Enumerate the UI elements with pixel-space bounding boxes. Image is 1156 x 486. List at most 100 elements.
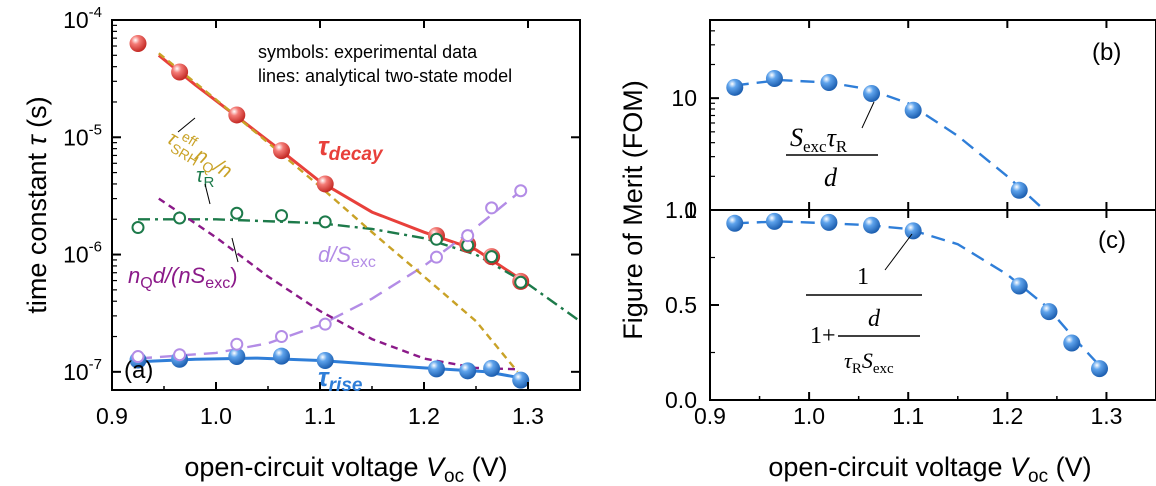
data-point-a-0-2: [228, 106, 246, 124]
panel-label-c: (c): [1098, 227, 1126, 254]
data-point-a-2-5: [429, 232, 443, 246]
data-point-a-2-4: [318, 215, 332, 229]
leader-nq: [231, 237, 239, 263]
data-point-a-2-8: [514, 275, 528, 289]
y-tick-label-b-bottom: 1.0: [665, 197, 697, 223]
data-point-a-3-0: [131, 350, 145, 364]
y-tick-label-b: 1: [684, 197, 697, 223]
data-point-a-1-7: [483, 359, 501, 377]
y-axis-title-a: time constant τ (s): [22, 96, 52, 313]
svg-text:1: 1: [857, 264, 869, 290]
data-point-a-2-0: [131, 221, 145, 235]
leader-tau-r: [204, 183, 211, 205]
y-tick-label-a: 10-6: [63, 239, 102, 268]
series-line-a-2: [138, 218, 580, 323]
data-point-a-2-3: [275, 209, 289, 223]
x-tick-label-a: 1.2: [408, 403, 440, 429]
series-line-c-0: [734, 220, 1103, 369]
panel-c-plot: [726, 212, 1109, 378]
data-point-a-0-1: [171, 63, 189, 81]
data-point-a-3-2: [230, 337, 244, 351]
data-point-c-0-2: [820, 213, 838, 231]
x-tick-label-c: 1.0: [793, 403, 825, 429]
data-point-c-0-1: [765, 212, 783, 230]
x-axis-title-a: open-circuit voltage Voc (V): [184, 452, 507, 486]
label-nq-d-over-nsexc: nQd/(nSexc): [128, 263, 238, 292]
label-d-over-sexc: d/Sexc: [318, 242, 376, 271]
y-tick-label-a: 10-5: [63, 121, 102, 150]
formula-c: 1 1+ d τRSexc: [806, 233, 922, 377]
data-point-b-0-3: [863, 85, 881, 103]
leader-srh: [177, 117, 196, 133]
data-point-a-3-3: [275, 330, 289, 344]
panel-a-plot: [129, 35, 580, 389]
svg-text:d: d: [824, 163, 838, 192]
data-point-a-1-8: [512, 371, 530, 389]
data-point-a-3-6: [461, 229, 475, 243]
data-point-c-0-7: [1063, 334, 1081, 352]
panel-label-a: (a): [124, 357, 153, 384]
panel-label-b: (b): [1092, 39, 1121, 66]
y-tick-label-a: 10-7: [63, 356, 102, 385]
data-point-a-2-7: [485, 250, 499, 264]
x-tick-label-c: 1.1: [892, 403, 924, 429]
data-point-b-0-4: [904, 101, 922, 119]
series-line-b-0: [734, 78, 1047, 210]
x-tick-label-c: 0.9: [694, 403, 726, 429]
data-point-a-3-4: [318, 317, 332, 331]
data-point-a-3-1: [173, 348, 187, 362]
panel-b-frame: [709, 19, 1156, 211]
panel-b-plot: [726, 69, 1047, 210]
data-point-a-1-5: [427, 360, 445, 378]
data-point-a-1-4: [316, 351, 334, 369]
data-point-a-3-7: [485, 201, 499, 215]
data-point-a-2-1: [173, 211, 187, 225]
x-axis-title-bc: open-circuit voltage Voc (V): [768, 452, 1091, 486]
data-point-b-0-0: [726, 78, 744, 96]
label-tau-decay: τdecay: [318, 131, 384, 165]
data-point-c-0-4: [904, 222, 922, 240]
data-point-a-3-5: [429, 250, 443, 264]
y-tick-label-b: 10: [671, 85, 697, 111]
label-tau-rise: τrise: [318, 362, 363, 396]
panel-a-frame: [111, 19, 581, 391]
y-axis-title-bc: Figure of Merit (FOM): [618, 80, 648, 340]
svg-text:SexcτR: SexcτR: [790, 123, 848, 156]
data-point-c-0-5: [1010, 277, 1028, 295]
x-tick-label-c: 1.3: [1090, 403, 1122, 429]
svg-text:τRSexc: τRSexc: [844, 348, 894, 377]
data-point-a-2-2: [230, 206, 244, 220]
data-point-a-1-2: [228, 348, 246, 366]
note-symbols: symbols: experimental data: [258, 42, 478, 62]
data-point-a-0-4: [316, 175, 334, 193]
panel-bc-ticks: 1 10 1.0 0.0 0.5 0.9 1.0 1.1 1.2 1.3: [665, 20, 1122, 429]
data-point-a-1-3: [273, 347, 291, 365]
x-tick-label-a: 0.9: [96, 403, 128, 429]
data-point-b-0-2: [820, 74, 838, 92]
x-tick-label-c: 1.2: [991, 403, 1023, 429]
data-point-a-1-6: [459, 362, 477, 380]
panel-bc: 1 10 1.0 0.0 0.5 0.9 1.0 1.1 1.2 1.3 (b) (c) Sexc…: [618, 19, 1156, 486]
y-tick-label-c: 0.5: [665, 292, 697, 318]
x-tick-label-a: 1.0: [200, 403, 232, 429]
data-point-c-0-6: [1040, 303, 1058, 321]
y-tick-label-a: 10-4: [63, 4, 102, 33]
panel-a: 0.9 1.0 1.1 1.2 1.3 10-7 10-6 10-5 10-4 symbols:…: [22, 4, 581, 486]
panel-c-frame: [709, 209, 1156, 401]
y-tick-label-c: 0.0: [665, 387, 697, 413]
data-point-b-0-5: [1010, 181, 1028, 199]
data-point-a-3-8: [514, 184, 528, 198]
data-point-c-0-8: [1091, 360, 1109, 378]
series-line-a-4: [158, 52, 519, 373]
data-point-a-0-0: [129, 35, 147, 53]
data-point-a-0-3: [273, 142, 291, 160]
x-tick-label-a: 1.3: [512, 403, 544, 429]
note-lines: lines: analytical two-state model: [258, 66, 512, 86]
data-point-c-0-0: [726, 214, 744, 232]
data-point-b-0-1: [765, 69, 783, 87]
data-point-c-0-3: [863, 216, 881, 234]
svg-text:1+: 1+: [810, 323, 836, 349]
x-tick-label-a: 1.1: [304, 403, 336, 429]
formula-b: SexcτR d: [786, 101, 878, 192]
